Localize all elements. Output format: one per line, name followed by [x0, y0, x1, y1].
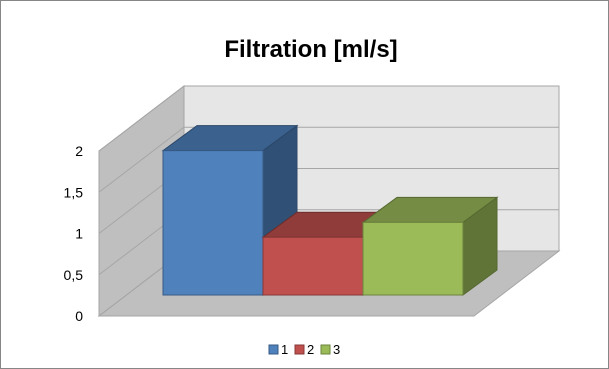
y-axis-ticks: 0 0,5 1 1,5 2: [64, 143, 84, 324]
y-tick-label: 2: [75, 143, 83, 159]
bar-front: [262, 236, 364, 296]
bar-front: [362, 221, 464, 296]
bar-series-3: [361, 196, 499, 296]
chart-title: Filtration [ml/s]: [224, 36, 397, 63]
gridline-side: [98, 85, 185, 152]
legend-swatch: [268, 344, 279, 355]
y-tick-label: 0: [75, 308, 83, 324]
bar-front: [162, 150, 264, 296]
y-tick-label: 1: [75, 226, 83, 242]
legend: 1 2 3: [268, 342, 340, 357]
y-tick-label: 0,5: [64, 267, 84, 283]
legend-label: 1: [281, 342, 288, 357]
gridline-side: [98, 126, 185, 193]
legend-label: 2: [307, 342, 314, 357]
bar-series-1: [161, 124, 299, 296]
legend-swatch: [294, 344, 305, 355]
bars: [161, 124, 499, 296]
legend-swatch: [320, 344, 331, 355]
y-tick-label: 1,5: [64, 184, 84, 200]
legend-label: 3: [333, 342, 340, 357]
